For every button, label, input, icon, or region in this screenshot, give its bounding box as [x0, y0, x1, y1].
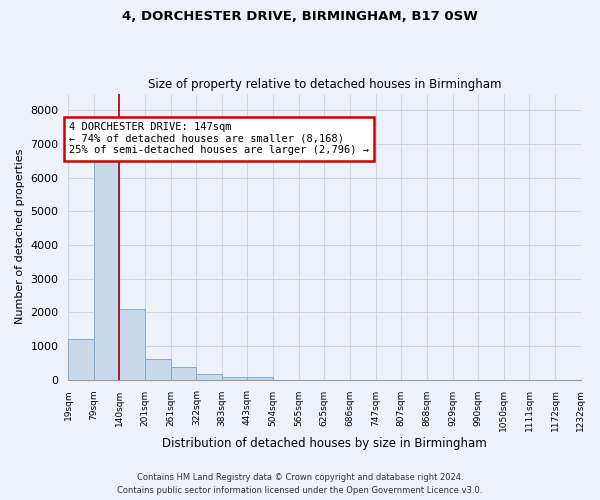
Text: Contains HM Land Registry data © Crown copyright and database right 2024.
Contai: Contains HM Land Registry data © Crown c… [118, 474, 482, 495]
Bar [119, 309, 145, 380]
Bar [222, 377, 247, 380]
X-axis label: Distribution of detached houses by size in Birmingham: Distribution of detached houses by size … [162, 437, 487, 450]
Bar [196, 374, 221, 380]
Bar [170, 367, 196, 380]
Text: 4, DORCHESTER DRIVE, BIRMINGHAM, B17 0SW: 4, DORCHESTER DRIVE, BIRMINGHAM, B17 0SW [122, 10, 478, 23]
Bar [94, 161, 119, 380]
Bar [68, 339, 94, 380]
Text: 4 DORCHESTER DRIVE: 147sqm
← 74% of detached houses are smaller (8,168)
25% of s: 4 DORCHESTER DRIVE: 147sqm ← 74% of deta… [69, 122, 369, 156]
Bar [145, 360, 170, 380]
Bar [247, 377, 273, 380]
Title: Size of property relative to detached houses in Birmingham: Size of property relative to detached ho… [148, 78, 501, 91]
Y-axis label: Number of detached properties: Number of detached properties [15, 149, 25, 324]
